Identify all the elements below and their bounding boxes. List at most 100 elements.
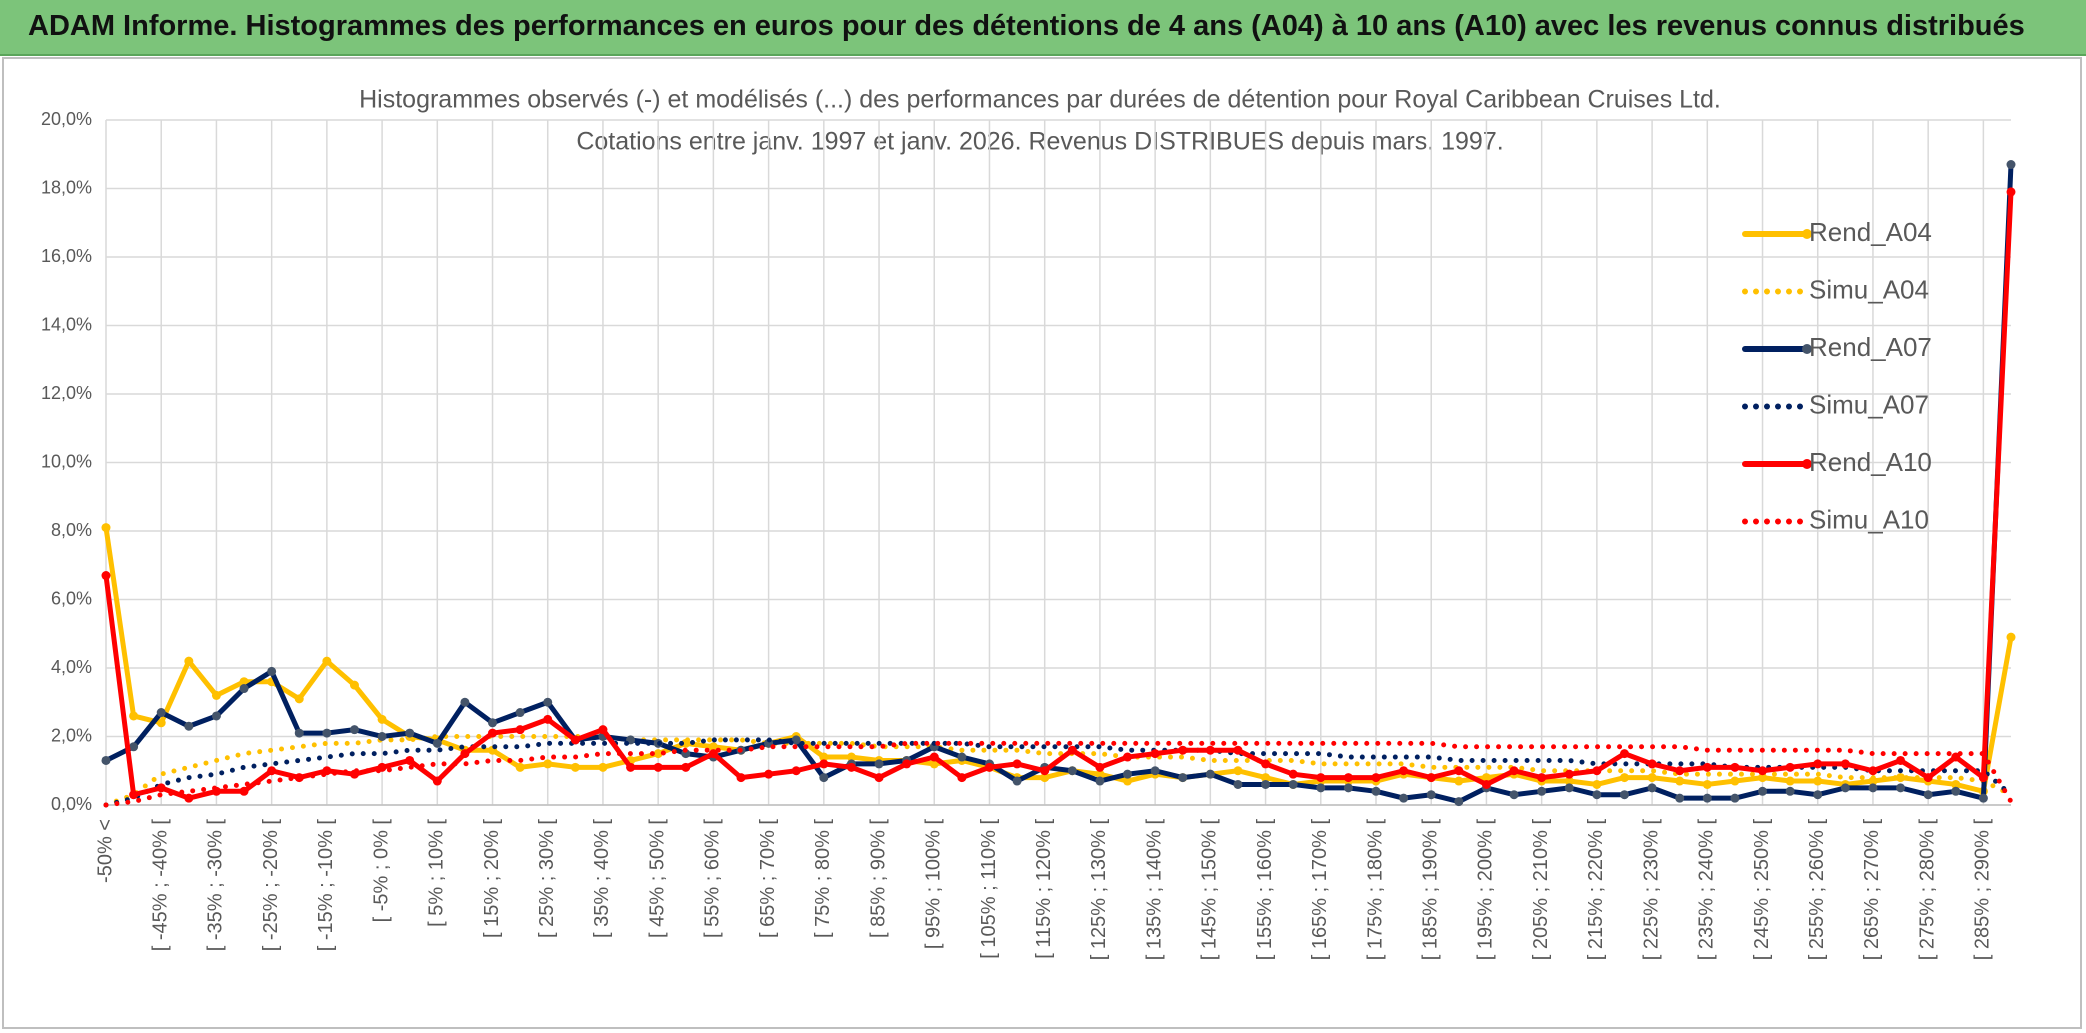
data-point: [1509, 790, 1519, 800]
data-point: [1261, 779, 1271, 789]
data-point: [1150, 749, 1160, 759]
y-tick-label: 10,0%: [41, 451, 92, 471]
data-point: [708, 742, 718, 752]
data-point: [1426, 790, 1436, 800]
data-point: [515, 725, 525, 735]
data-point: [1343, 773, 1353, 783]
data-point: [377, 714, 387, 724]
data-point: [1813, 776, 1823, 786]
x-tick-label: [ 275% ; 280% [: [1916, 819, 1938, 961]
legend-label: Simu_A04: [1809, 274, 1929, 304]
data-point: [598, 762, 608, 772]
data-point: [1730, 776, 1740, 786]
data-point: [957, 752, 967, 762]
y-tick-label: 6,0%: [51, 588, 92, 608]
data-point: [322, 656, 332, 666]
data-point: [1702, 793, 1712, 803]
data-point: [2006, 160, 2016, 170]
data-point: [349, 680, 359, 690]
data-point: [653, 762, 663, 772]
data-point: [432, 776, 442, 786]
x-tick-label: [ 115% ; 120% [: [1033, 819, 1055, 959]
data-point: [598, 725, 608, 735]
data-point: [460, 697, 470, 707]
data-point: [1978, 793, 1988, 803]
data-point: [1675, 793, 1685, 803]
data-point: [791, 766, 801, 776]
data-point: [129, 742, 139, 752]
data-point: [543, 697, 553, 707]
x-tick-label: [ 225% ; 230% [: [1640, 819, 1662, 961]
data-point: [1233, 779, 1243, 789]
data-point: [984, 762, 994, 772]
legend-label: Rend_A10: [1809, 447, 1932, 477]
data-point: [1399, 793, 1409, 803]
data-point: [156, 708, 166, 718]
data-point: [1316, 773, 1326, 783]
data-point: [1785, 762, 1795, 772]
data-point: [819, 773, 829, 783]
data-point: [846, 762, 856, 772]
x-tick-label: [ -25% ; -20% [: [260, 819, 282, 952]
data-point: [322, 728, 332, 738]
data-point: [708, 749, 718, 759]
data-point: [1923, 790, 1933, 800]
header-title: ADAM Informe. Histogrammes des performan…: [28, 10, 2025, 42]
x-tick-label: [ 45% ; 50% [: [646, 819, 668, 938]
data-point: [1481, 779, 1491, 789]
y-tick-label: 2,0%: [51, 725, 92, 745]
x-tick-label: [ 175% ; 180% [: [1364, 819, 1386, 961]
x-tick-label: [ 235% ; 240% [: [1696, 819, 1718, 961]
data-point: [1785, 786, 1795, 796]
data-point: [1840, 759, 1850, 769]
legend-label: Rend_A07: [1809, 332, 1932, 362]
data-point: [101, 571, 111, 581]
data-point: [819, 752, 829, 762]
data-point: [1758, 766, 1768, 776]
data-point: [1619, 773, 1629, 783]
data-point: [681, 762, 691, 772]
legend-marker: [1802, 344, 1812, 354]
data-point: [1288, 779, 1298, 789]
data-point: [1343, 783, 1353, 793]
data-point: [1095, 776, 1105, 786]
data-point: [1896, 773, 1906, 783]
data-point: [1840, 783, 1850, 793]
data-point: [1592, 779, 1602, 789]
data-point: [488, 718, 498, 728]
chart-frame: [2, 57, 2082, 1029]
data-point: [1647, 759, 1657, 769]
x-tick-label: [ 285% ; 290% [: [1972, 819, 1994, 961]
header: ADAM Informe. Histogrammes des performan…: [0, 0, 2086, 56]
x-tick-label: [ 105% ; 110% [: [978, 819, 1000, 959]
observed-line: [103, 189, 2014, 801]
x-tick-label: [ 125% ; 130% [: [1088, 819, 1110, 961]
data-point: [1813, 790, 1823, 800]
data-point: [1675, 766, 1685, 776]
data-point: [1647, 783, 1657, 793]
data-point: [1454, 797, 1464, 807]
data-point: [432, 738, 442, 748]
data-point: [957, 773, 967, 783]
data-point: [929, 752, 939, 762]
data-point: [1205, 745, 1215, 755]
data-point: [1371, 773, 1381, 783]
data-point: [874, 759, 884, 769]
data-point: [1592, 766, 1602, 776]
data-point: [1702, 762, 1712, 772]
observed-line: [103, 162, 2014, 805]
data-point: [819, 759, 829, 769]
data-point: [1619, 749, 1629, 759]
data-point: [1095, 769, 1105, 779]
data-point: [1509, 766, 1519, 776]
data-point: [184, 793, 194, 803]
chart-subtitle: Cotations entre janv. 1997 et janv. 2026…: [576, 128, 1503, 156]
data-point: [377, 732, 387, 741]
data-point: [1978, 773, 1988, 783]
x-tick-label: [ 25% ; 30% [: [536, 819, 558, 938]
legend-label: Simu_A10: [1809, 504, 1929, 534]
data-point: [1951, 779, 1961, 789]
data-point: [184, 656, 194, 666]
x-tick-label: [ 265% ; 270% [: [1861, 819, 1883, 961]
